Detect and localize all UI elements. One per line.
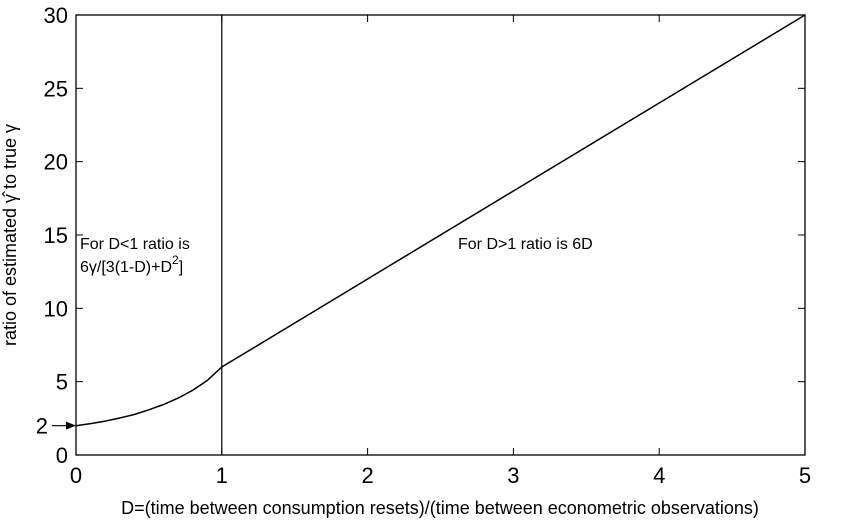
y-tick-label: 5 [56,370,68,395]
right-annotation: For D>1 ratio is 6D [458,236,593,253]
left-annotation-line2: 6γ/[3(1-D)+D2] [80,253,183,276]
y-tick-label: 10 [44,296,68,321]
arrow-marker [52,421,76,430]
arrow-label: 2 [36,414,48,439]
x-tick-label: 3 [507,463,519,488]
y-axis: 0 5 10 15 20 25 30 [44,3,805,468]
y-tick-label: 20 [44,150,68,175]
x-tick-label: 2 [361,463,373,488]
y-axis-label: ratio of estimated γ̂ to true γ [0,124,20,346]
x-tick-label: 4 [653,463,665,488]
ratio-curve [75,14,806,427]
x-tick-label: 0 [70,463,82,488]
y-tick-label: 15 [44,223,68,248]
left-annotation-line1: For D<1 ratio is [80,236,190,253]
y-tick-label: 25 [44,76,68,101]
x-axis-label: D=(time between consumption resets)/(tim… [121,498,759,518]
x-tick-label: 1 [216,463,228,488]
x-tick-label: 5 [799,463,811,488]
y-tick-label: 0 [56,443,68,468]
y-tick-label: 30 [44,3,68,28]
